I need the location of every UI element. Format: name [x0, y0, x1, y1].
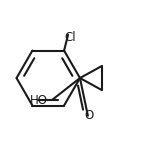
Text: Cl: Cl — [64, 31, 76, 44]
Text: HO: HO — [30, 94, 48, 107]
Text: O: O — [84, 109, 93, 122]
